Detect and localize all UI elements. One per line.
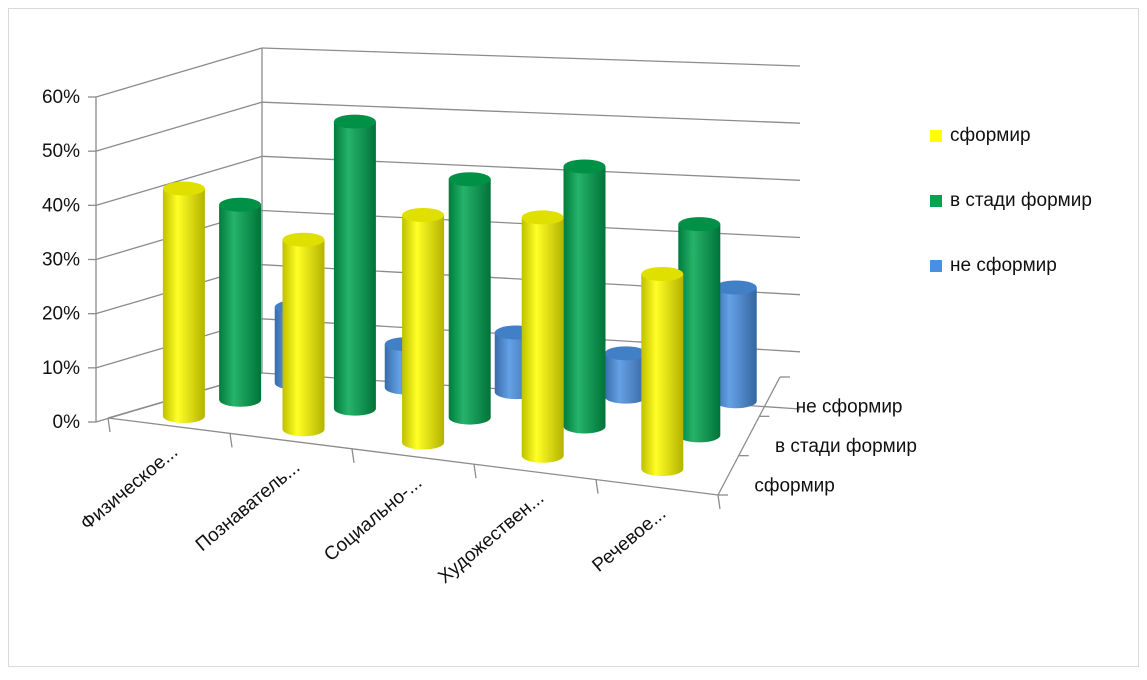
bar-0-3 — [521, 210, 564, 463]
y-tick-label: 50% — [42, 141, 80, 162]
gridline-back-5 — [261, 101, 801, 124]
legend-swatch — [930, 195, 942, 207]
bar-0-4 — [641, 266, 684, 476]
bar-1-3 — [563, 159, 606, 434]
legend-item-2: не сформир — [930, 255, 1057, 276]
depth-tick-label: в стади формир — [775, 436, 917, 457]
x-tick-mark-3 — [473, 464, 477, 479]
y-tick-label: 30% — [42, 250, 80, 271]
legend-label: в стади формир — [950, 190, 1092, 211]
bar-0-2 — [402, 208, 445, 450]
bar-top — [604, 346, 647, 361]
bar-top — [563, 159, 606, 174]
bar-body — [521, 217, 564, 463]
bar-top — [402, 208, 445, 223]
bar-0-1 — [282, 232, 325, 437]
chart-bars — [162, 114, 757, 476]
legend: сформир в стади формир не сформир — [930, 125, 1092, 276]
bar-body — [402, 215, 445, 450]
bar-1-0 — [219, 197, 262, 407]
depth-tick-label: не сформир — [796, 397, 903, 418]
bar-body — [678, 224, 721, 443]
bar-top — [641, 266, 684, 281]
bar-top — [219, 197, 262, 212]
legend-swatch — [930, 260, 942, 272]
bar-body — [448, 179, 491, 425]
bar-body — [219, 204, 262, 407]
gridline-left-5 — [95, 101, 263, 152]
bar-body — [282, 239, 325, 437]
legend-label: сформир — [950, 125, 1031, 146]
bar-top — [162, 181, 205, 196]
depth-tick-label: сформир — [754, 475, 835, 496]
gridline-back-6 — [261, 47, 801, 67]
legend-label: не сформир — [950, 255, 1057, 276]
bar-body — [604, 353, 647, 404]
bar-top — [714, 280, 757, 295]
y-tick-label: 0% — [53, 412, 81, 433]
bar-top — [282, 232, 325, 247]
bar-0-0 — [162, 181, 205, 424]
legend-item-1: в стади формир — [930, 190, 1092, 211]
bar-top — [678, 217, 721, 232]
bar-1-2 — [448, 172, 491, 425]
x-tick-mark-1 — [229, 433, 233, 448]
x-axis-line — [107, 417, 719, 496]
x-tick-mark-5 — [717, 494, 721, 510]
gridline-left-6 — [95, 47, 263, 98]
y-tick-label: 20% — [42, 304, 80, 325]
bar-body — [162, 188, 205, 424]
legend-item-0: сформир — [930, 125, 1031, 146]
x-tick-mark-0 — [107, 417, 111, 433]
bar-body — [641, 273, 684, 476]
bar-1-4 — [678, 217, 721, 443]
depth-axis-line — [717, 376, 781, 496]
x-tick-mark-4 — [595, 479, 599, 494]
bar-2-3 — [604, 346, 647, 404]
bar-body — [563, 166, 606, 434]
legend-swatch — [930, 130, 942, 142]
x-tick-mark-2 — [351, 448, 355, 463]
gridline-left-4 — [95, 155, 263, 206]
bar-top — [521, 210, 564, 225]
bar-1-1 — [333, 114, 376, 416]
y-tick-label: 60% — [42, 87, 80, 108]
bar-body — [333, 121, 376, 416]
bar-top — [448, 172, 491, 187]
bar-body — [714, 287, 757, 409]
y-tick-label: 10% — [42, 358, 80, 379]
y-tick-label: 40% — [42, 195, 80, 216]
bar-2-4 — [714, 280, 757, 409]
bar-top — [333, 114, 376, 129]
